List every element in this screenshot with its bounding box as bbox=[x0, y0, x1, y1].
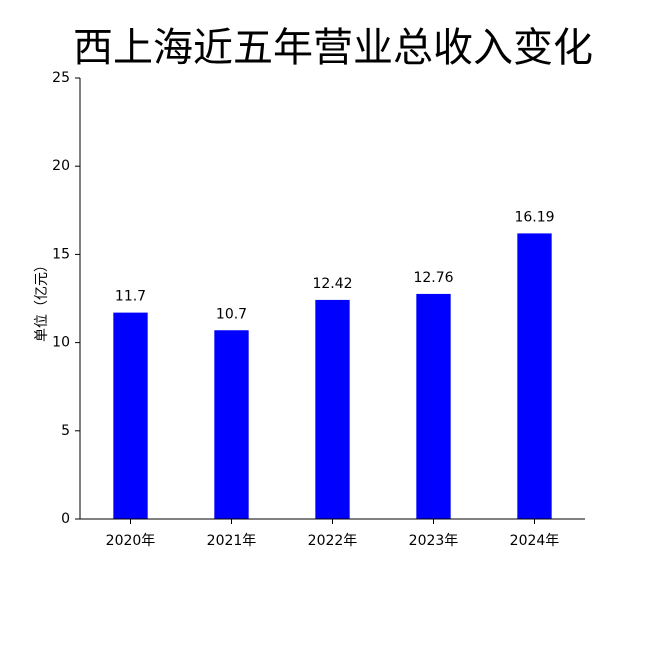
y-tick-label: 0 bbox=[61, 511, 70, 527]
bar bbox=[315, 299, 350, 519]
y-axis-label: 单位（亿元） bbox=[34, 258, 50, 342]
bar bbox=[517, 233, 552, 520]
bar bbox=[113, 312, 148, 519]
data-label: 12.42 bbox=[312, 276, 352, 292]
x-tick-label: 2021年 bbox=[207, 533, 257, 549]
chart-title: 西上海近五年营业总收入变化 bbox=[73, 25, 593, 71]
data-label: 16.19 bbox=[514, 209, 554, 225]
y-tick-label: 15 bbox=[52, 246, 70, 262]
bar bbox=[214, 330, 249, 519]
bar bbox=[416, 293, 451, 519]
y-tick-label: 5 bbox=[61, 423, 70, 439]
x-tick-label: 2022年 bbox=[308, 533, 358, 549]
x-tick-label: 2020年 bbox=[106, 533, 156, 549]
x-tick-label: 2024年 bbox=[510, 533, 560, 549]
x-tick-label: 2023年 bbox=[409, 533, 459, 549]
y-tick-label: 25 bbox=[52, 70, 70, 86]
data-label: 12.76 bbox=[413, 270, 453, 286]
y-tick-label: 20 bbox=[52, 158, 70, 174]
y-tick-label: 10 bbox=[52, 335, 70, 351]
data-label: 11.7 bbox=[115, 289, 146, 305]
data-label: 10.7 bbox=[216, 306, 247, 322]
